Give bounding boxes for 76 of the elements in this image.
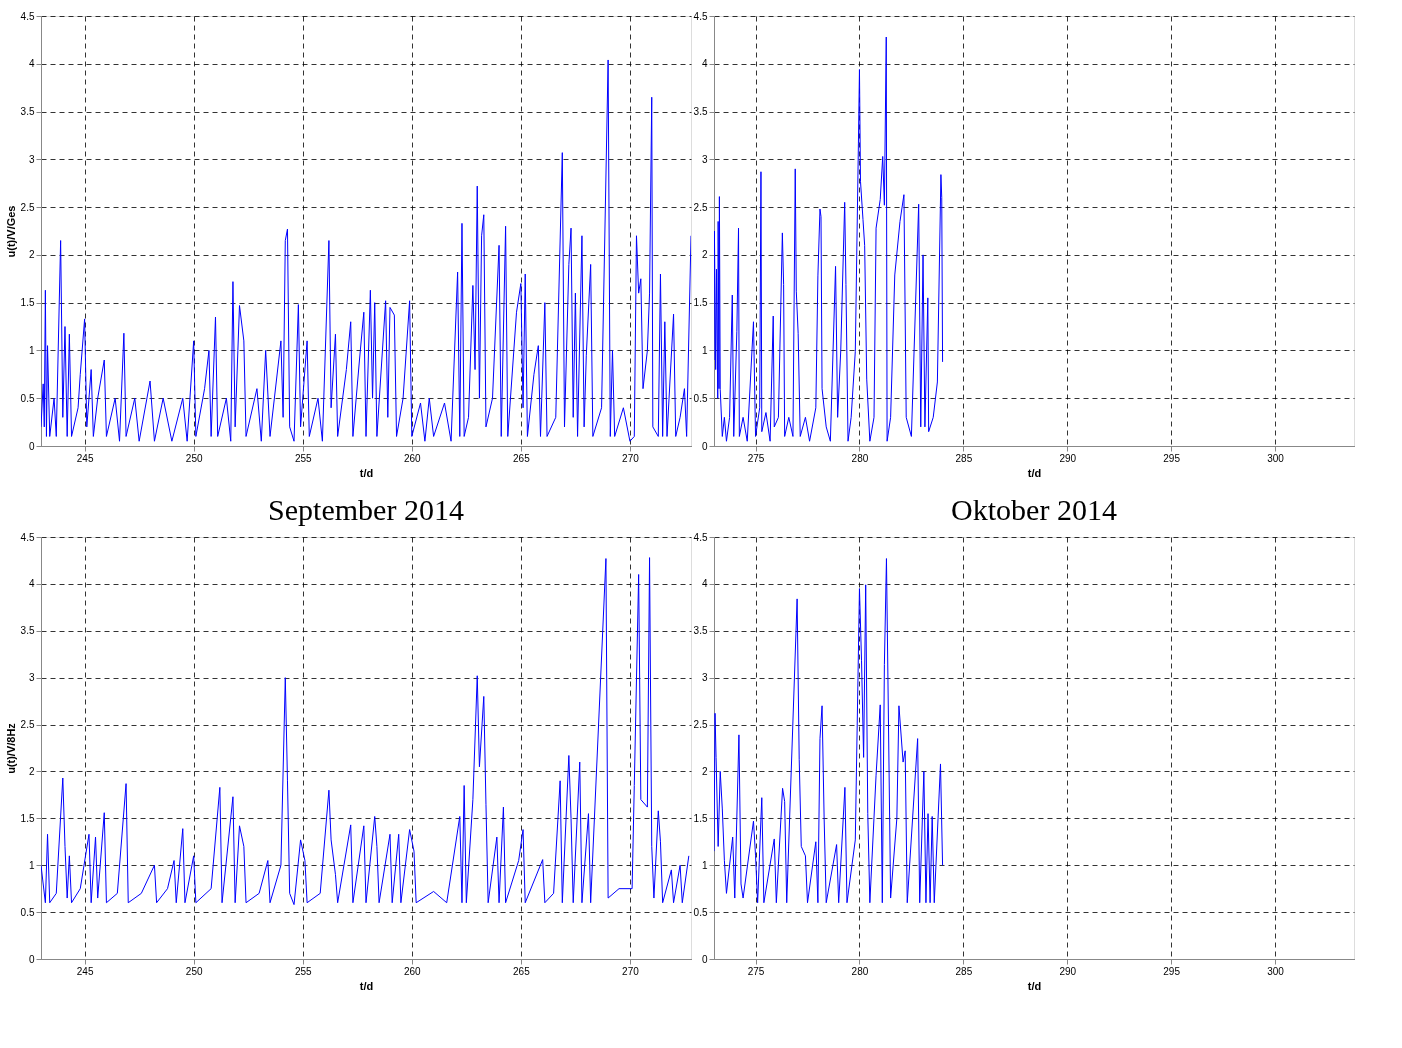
x-tick-label: 300 — [1267, 965, 1285, 977]
x-tick-label: 245 — [76, 965, 94, 977]
x-tick-label: 290 — [1059, 965, 1077, 977]
y-tick-label: 3 — [701, 153, 708, 165]
y-tick-label: 4 — [28, 578, 35, 590]
line-series — [41, 59, 691, 442]
x-tick-label: 290 — [1059, 452, 1077, 464]
y-tick-label: 0 — [701, 440, 708, 452]
y-tick-label: 3 — [701, 672, 708, 684]
x-tick-label: 255 — [294, 965, 313, 977]
x-tick-label: 285 — [955, 965, 973, 977]
x-tick-label: 250 — [185, 965, 203, 977]
y-tick-label: 3.5 — [20, 106, 35, 118]
y-tick-label: 4 — [701, 58, 708, 70]
x-tick-label: 275 — [747, 965, 765, 977]
y-tick-label: 1.5 — [693, 297, 708, 309]
y-tick-label: 2 — [28, 249, 35, 261]
x-axis-title: t/d — [1027, 979, 1042, 992]
line-series — [714, 558, 944, 904]
x-axis-title: t/d — [1027, 466, 1042, 479]
y-tick-label: 3 — [28, 153, 35, 165]
x-tick-label: 265 — [513, 965, 531, 977]
x-tick-label: 250 — [185, 452, 203, 464]
x-tick-label: 265 — [513, 452, 531, 464]
y-tick-label: 4.5 — [693, 10, 708, 22]
y-tick-label: 0 — [28, 440, 35, 452]
y-tick-label: 1 — [701, 344, 708, 356]
line-series — [41, 557, 690, 906]
x-tick-label: 285 — [955, 452, 973, 464]
y-tick-label: 4.5 — [20, 10, 35, 22]
y-tick-label: 2 — [28, 765, 35, 777]
x-tick-label: 245 — [76, 452, 94, 464]
y-tick-label: 0.5 — [20, 392, 35, 404]
y-tick-label: 4.5 — [20, 531, 35, 543]
y-tick-label: 0.5 — [693, 392, 708, 404]
y-tick-label: 1 — [28, 859, 35, 871]
x-tick-label: 275 — [747, 452, 765, 464]
x-axis-title: t/d — [359, 979, 374, 992]
x-tick-label: 280 — [851, 965, 869, 977]
y-tick-label: 0.5 — [20, 906, 35, 918]
y-tick-label: 4.5 — [693, 531, 708, 543]
y-tick-label: 3.5 — [693, 625, 708, 637]
y-tick-label: 2.5 — [20, 719, 35, 731]
y-tick-label: 1.5 — [20, 297, 35, 309]
y-tick-label: 0.5 — [693, 906, 708, 918]
text: September 2014 — [268, 493, 464, 526]
y-tick-label: 3 — [28, 672, 35, 684]
y-tick-label: 3.5 — [20, 625, 35, 637]
y-tick-label: 4 — [28, 58, 35, 70]
y-tick-label: 2 — [701, 765, 708, 777]
y-tick-label: 3.5 — [693, 106, 708, 118]
y-tick-label: 2.5 — [20, 201, 35, 213]
y-axis-title: u(t)/V/Ges — [4, 205, 17, 258]
y-tick-label: 2.5 — [693, 719, 708, 731]
x-tick-label: 270 — [622, 452, 640, 464]
y-tick-label: 2.5 — [693, 201, 708, 213]
y-tick-label: 1 — [28, 344, 35, 356]
y-tick-label: 1 — [701, 859, 708, 871]
y-tick-label: 4 — [701, 578, 708, 590]
y-tick-label: 1.5 — [693, 812, 708, 824]
y-tick-label: 0 — [701, 953, 708, 965]
x-tick-label: 270 — [622, 965, 640, 977]
x-tick-label: 295 — [1163, 965, 1181, 977]
x-tick-label: 280 — [851, 452, 869, 464]
x-tick-label: 260 — [403, 965, 422, 977]
x-tick-label: 300 — [1267, 452, 1285, 464]
x-tick-label: 260 — [403, 452, 422, 464]
x-tick-label: 295 — [1163, 452, 1181, 464]
y-tick-label: 2 — [701, 249, 708, 261]
x-tick-label: 255 — [294, 452, 313, 464]
y-tick-label: 0 — [28, 953, 35, 965]
x-axis-title: t/d — [359, 466, 374, 479]
y-tick-label: 1.5 — [20, 812, 35, 824]
text: Oktober 2014 — [951, 493, 1117, 526]
y-axis-title: u(t)/V/8Hz — [4, 722, 17, 774]
line-series — [714, 36, 944, 442]
